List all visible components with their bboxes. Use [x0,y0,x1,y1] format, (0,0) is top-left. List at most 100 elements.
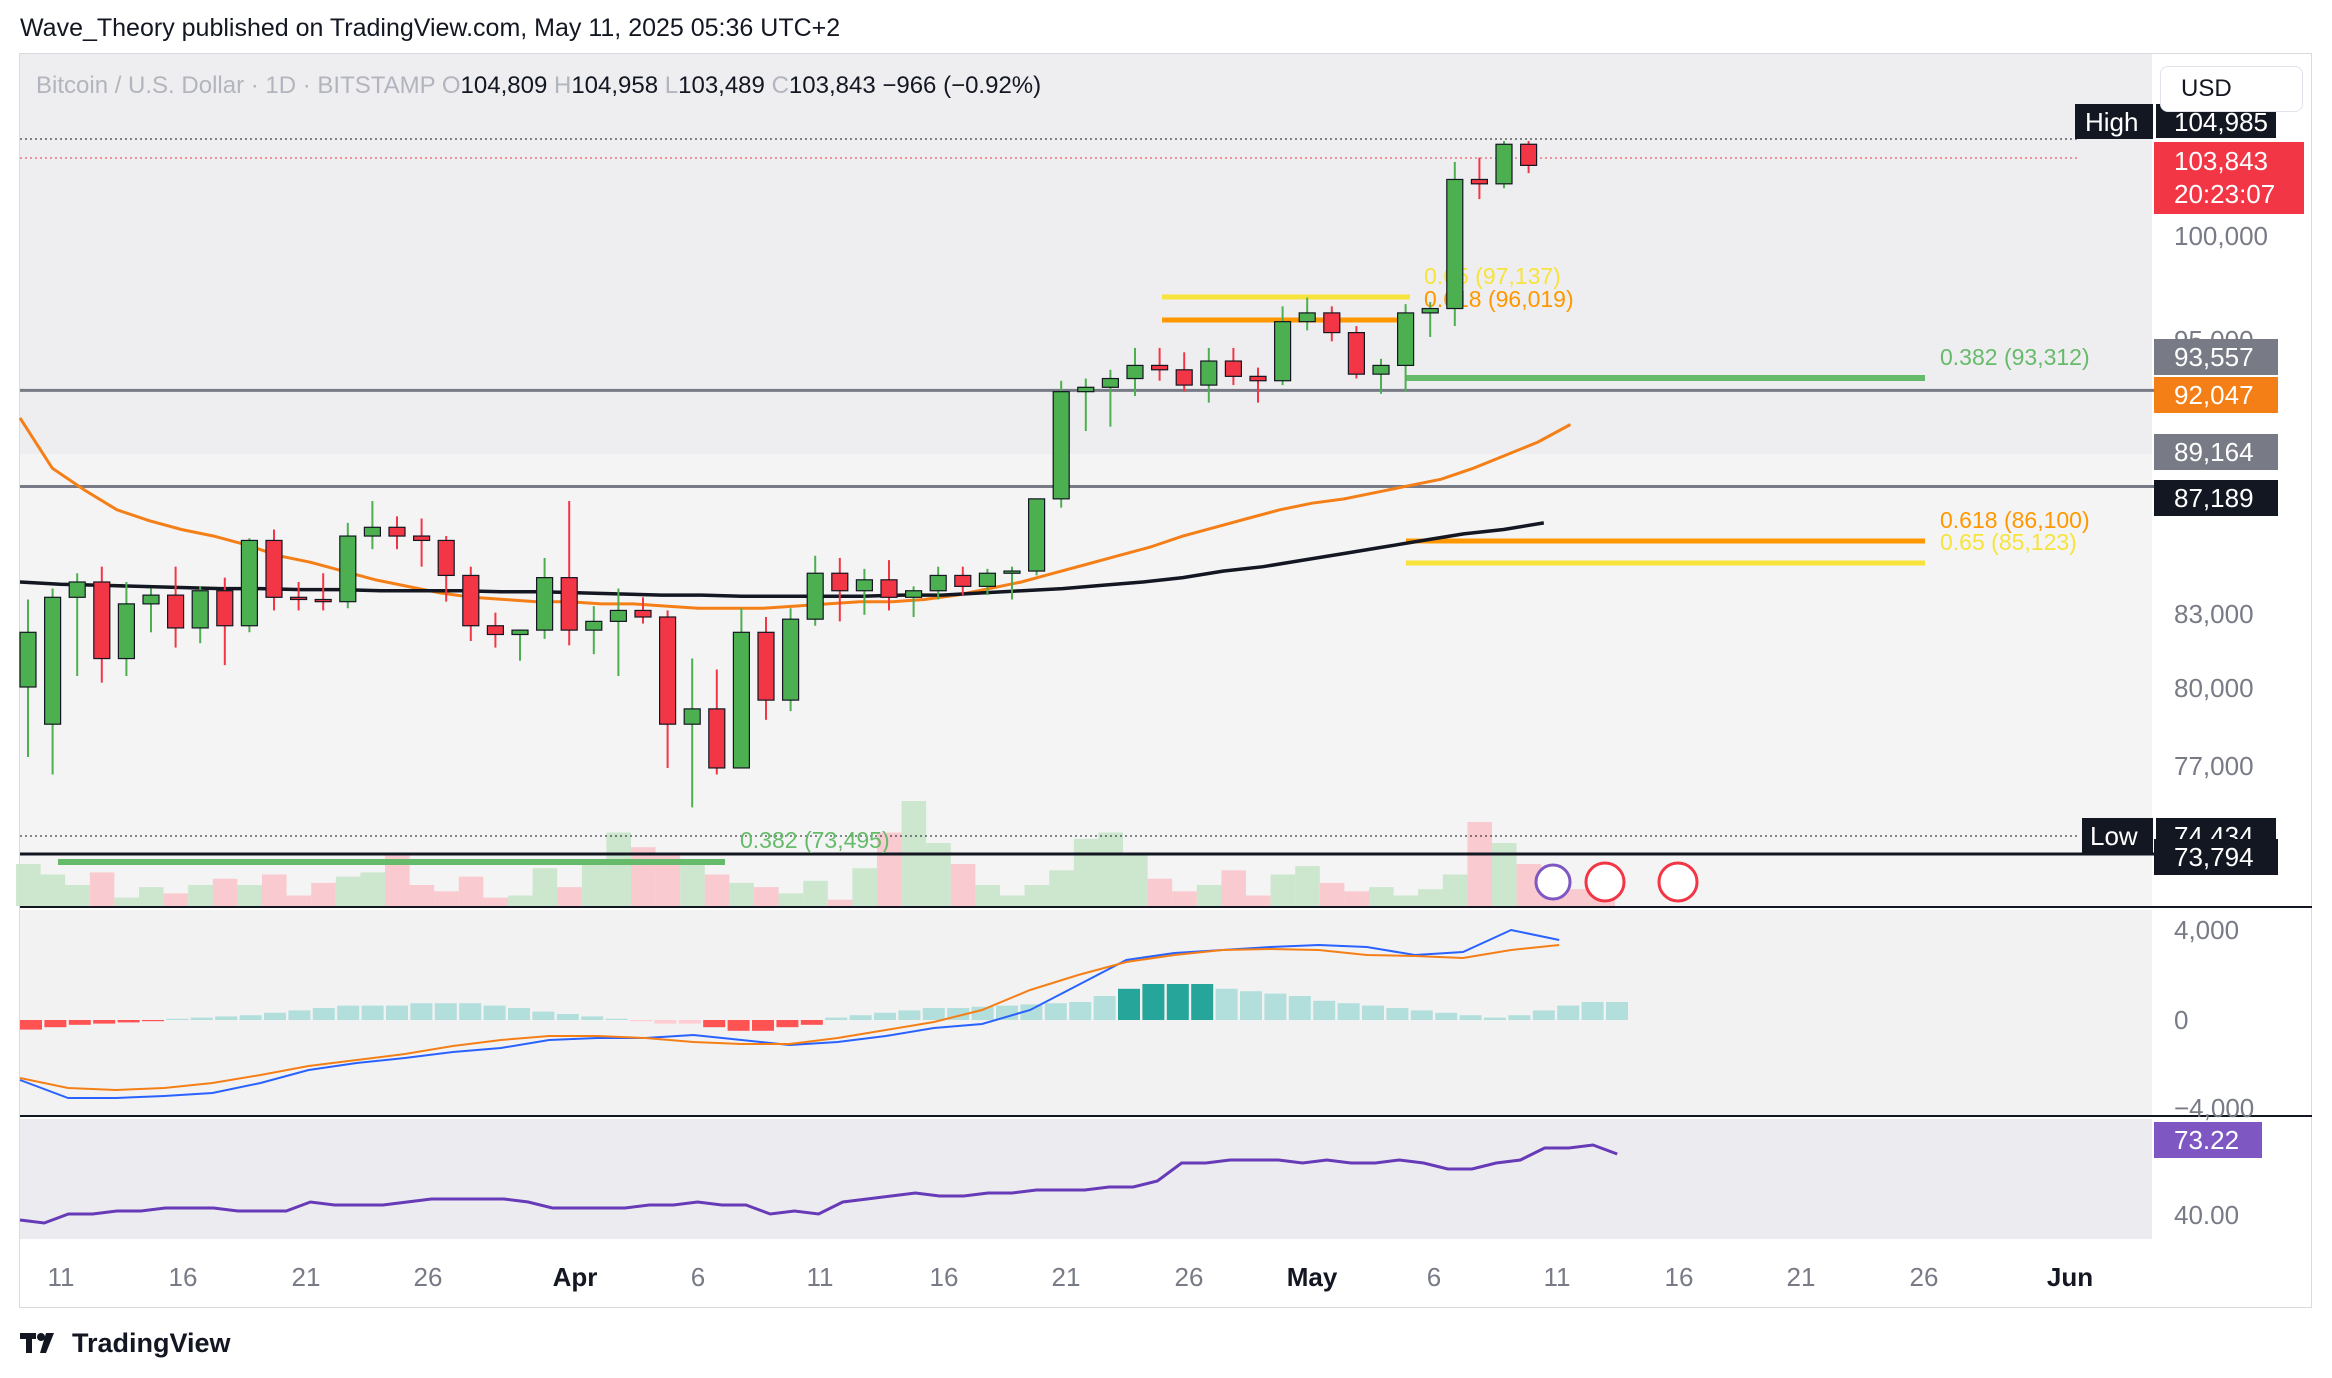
y-tick-label: 83,000 [2174,599,2254,629]
macd-histogram-bar [434,1003,457,1020]
macd-histogram-bar [556,1014,579,1020]
macd-histogram-bar [1069,1002,1092,1020]
macd-histogram-bar [581,1016,604,1020]
rsi-value: 73.22 [2174,1125,2239,1155]
macd-histogram-bar [215,1016,238,1020]
news-bolt-icon [1534,863,1572,901]
candle-body [339,535,357,603]
volume-bar [803,880,828,906]
candle-body [1495,143,1513,185]
macd-histogram-bar [1557,1005,1580,1020]
macd-histogram-bar [532,1011,555,1020]
volume-bar [532,868,558,906]
macd-histogram-bar [678,1020,701,1024]
candle-body [43,596,62,725]
volume-bar [360,872,385,906]
candle-body [1298,312,1316,323]
candle-body [1323,312,1341,334]
macd-histogram-bar [1459,1015,1482,1020]
rsi-y-tick: 40.00 [2174,1200,2239,1230]
candle-body [68,581,86,598]
candle-body [560,577,578,631]
candle-body [314,598,332,603]
x-tick-label: 21 [1052,1262,1081,1292]
volume-bar [1344,891,1369,906]
candle-body [1101,377,1120,388]
price-label-bg [2154,839,2278,875]
macd-histogram-bar [1532,1010,1555,1020]
candle-body [954,574,972,587]
macd-histogram-bar [1337,1003,1360,1020]
volume-bar [975,885,1000,906]
volume-bar [827,899,853,906]
candle-body [19,631,37,688]
volume-bar [1393,895,1419,906]
volume-bar [262,874,287,906]
macd-histogram-bar [386,1005,408,1020]
volume-bar [729,882,754,906]
candle-body [634,609,652,618]
volume-bar [1221,870,1246,906]
candle-body [1126,364,1144,380]
volume-bar [631,847,656,906]
candle-body [216,590,234,627]
volume-bar [1000,895,1025,906]
macd-histogram-bar [1093,996,1116,1020]
candle-body [535,577,554,631]
candle-body [585,620,603,631]
volume-bar [483,897,508,906]
candle-body [1421,307,1439,314]
candle-body [806,572,824,620]
macd-histogram-bar [166,1018,189,1020]
volume-bar [409,885,435,906]
macd-histogram-bar [849,1015,872,1020]
volume-bar [778,893,804,906]
volume-bar [335,876,361,906]
rsi-value-bg [2154,1122,2262,1158]
candle-body [437,539,455,577]
legend-close: 103,843 [788,72,876,99]
candle-body [1273,321,1292,382]
candle-body [781,618,800,701]
currency-button[interactable]: USD [2160,66,2303,112]
candle-body [1027,498,1046,572]
volume-bar [16,864,41,906]
x-tick-label: 16 [1665,1262,1694,1292]
macd-histogram-bar [1288,996,1311,1020]
high-value: 104,985 [2174,107,2268,137]
macd-histogram-bar [312,1008,335,1020]
volume-bar [1246,895,1271,906]
rsi-pane-bg [20,1119,2152,1239]
volume-bar [1319,882,1345,906]
macd-signal-line [19,944,1560,1092]
volume-bar [926,843,951,906]
candle-body [1077,386,1095,393]
macd-histogram-bar [996,1005,1018,1020]
macd-histogram-bar [922,1008,945,1020]
price-label: 92,047 [2174,380,2254,410]
x-tick-label: 11 [48,1262,75,1292]
published-by-text: Wave_Theory published on TradingView.com… [20,14,841,42]
legend-low-key: L [664,72,679,99]
volume-bar [1172,891,1197,906]
candle-body [855,579,874,592]
footer-brand[interactable]: TradingView [20,1328,231,1359]
high-tag-bg [2075,104,2153,139]
volume-bar [1073,838,1099,906]
macd-histogram-bar [1508,1015,1531,1020]
candle-body [757,631,775,701]
high-tag-label: High [2085,107,2138,137]
volume-bar [557,887,582,906]
volume-bar [1369,887,1394,906]
candle-body [1347,331,1366,375]
x-tick-label: Jun [2047,1262,2093,1292]
symbol-legend: Bitcoin / U.S. Dollar · 1D · BITSTAMP O1… [36,72,1041,100]
macd-histogram-bar [752,1020,774,1031]
volume-bar [606,832,631,906]
volume-bar [581,861,607,906]
volume-bar [508,895,533,906]
volume-bar [852,868,877,906]
candle-body [1396,312,1415,367]
volume-bar [1295,866,1320,906]
